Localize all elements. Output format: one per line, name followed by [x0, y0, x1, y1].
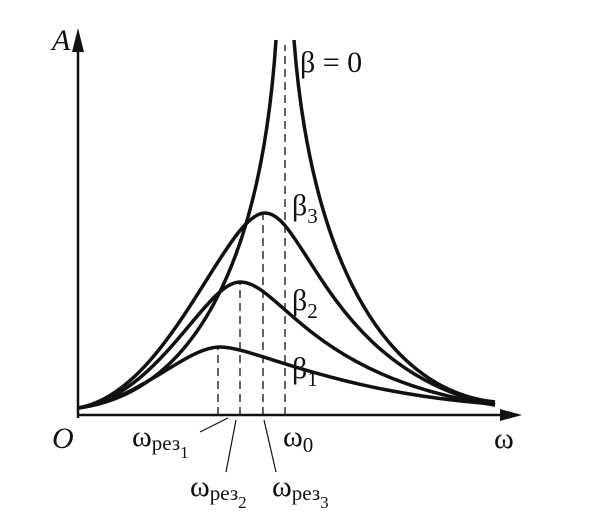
curve-label: β = 0 [300, 46, 362, 79]
origin-label: O [52, 422, 74, 455]
freq-label: ωрез2 [190, 470, 247, 512]
leader-line [199, 417, 229, 433]
freq-label: ωрез3 [272, 470, 329, 512]
freq-label: ω0 [283, 420, 313, 457]
label-base: ω [190, 470, 210, 503]
label-sub: 3 [307, 204, 318, 228]
curve-label: β3 [292, 189, 318, 228]
label-sub: 2 [307, 299, 318, 323]
curve-beta3 [77, 211, 496, 410]
x-label: ω [494, 422, 514, 455]
curve-beta0-right [292, 39, 496, 404]
label-sub: 0 [303, 433, 314, 457]
label-base: ω [283, 420, 303, 453]
leader-line [225, 419, 237, 473]
label-subsub: 1 [180, 443, 189, 462]
label-base: ω [132, 420, 152, 453]
freq-label: ωрез1 [132, 420, 189, 462]
y-label: A [50, 24, 71, 57]
label-subsub: 2 [238, 493, 247, 512]
curve-label: β1 [292, 352, 318, 391]
label-sub: рез [152, 431, 180, 455]
label-base: β [292, 189, 307, 222]
label-base: β [292, 284, 307, 317]
label-base: β [292, 352, 307, 385]
curve-beta0-left [77, 39, 278, 410]
label-base: ω [272, 470, 292, 503]
y-arrow [72, 28, 84, 52]
curve-label: β2 [292, 284, 318, 323]
label-sub: 1 [307, 367, 318, 391]
x-arrow [500, 409, 522, 421]
leader-line [263, 419, 277, 473]
curve-beta2 [77, 280, 496, 410]
label-sub: рез [292, 481, 320, 505]
label-sub: рез [210, 481, 238, 505]
label-subsub: 3 [320, 493, 329, 512]
